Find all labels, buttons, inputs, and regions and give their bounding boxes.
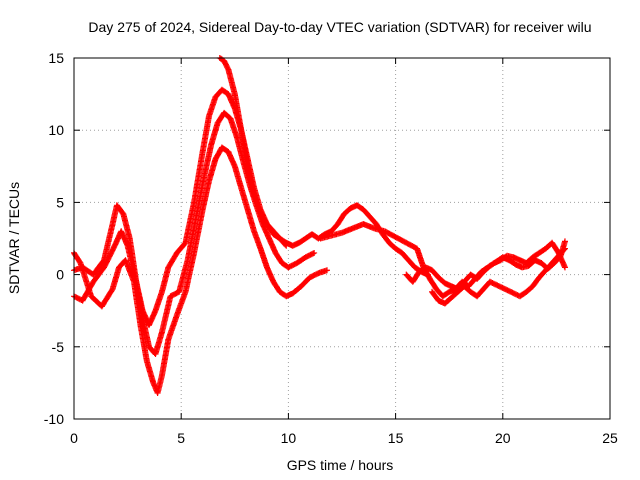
y-tick-label: 0: [56, 267, 64, 283]
data-point: [561, 264, 568, 271]
x-axis-label: GPS time / hours: [287, 457, 394, 473]
grid: [74, 58, 610, 419]
plot-frame: [73, 57, 611, 420]
data-point: [311, 249, 318, 256]
series-track-4: [216, 55, 431, 278]
data-point: [561, 238, 568, 245]
chart-title: Day 275 of 2024, Sidereal Day-to-day VTE…: [88, 19, 591, 35]
y-tick-label: 10: [48, 122, 64, 138]
plot-area: [71, 55, 568, 396]
axis-ticks: 0 5 10 15 20 25 -10 -5 0 5 10 15: [44, 50, 618, 446]
series-track-1: [71, 144, 330, 396]
y-tick-label: -5: [52, 339, 65, 355]
y-tick-label: 15: [48, 50, 64, 66]
data-point: [309, 250, 316, 257]
y-tick-label: -10: [44, 411, 64, 427]
data-point: [561, 245, 568, 252]
data-point: [561, 246, 568, 253]
x-tick-label: 25: [602, 430, 618, 446]
x-tick-label: 0: [70, 430, 78, 446]
x-tick-label: 5: [177, 430, 185, 446]
y-axis-label: SDTVAR / TECUs: [6, 182, 22, 294]
series-track-7: [429, 245, 568, 307]
data-point: [323, 267, 330, 274]
x-tick-label: 10: [281, 430, 297, 446]
x-tick-label: 15: [388, 430, 404, 446]
y-tick-label: 5: [56, 194, 64, 210]
x-tick-label: 20: [495, 430, 511, 446]
